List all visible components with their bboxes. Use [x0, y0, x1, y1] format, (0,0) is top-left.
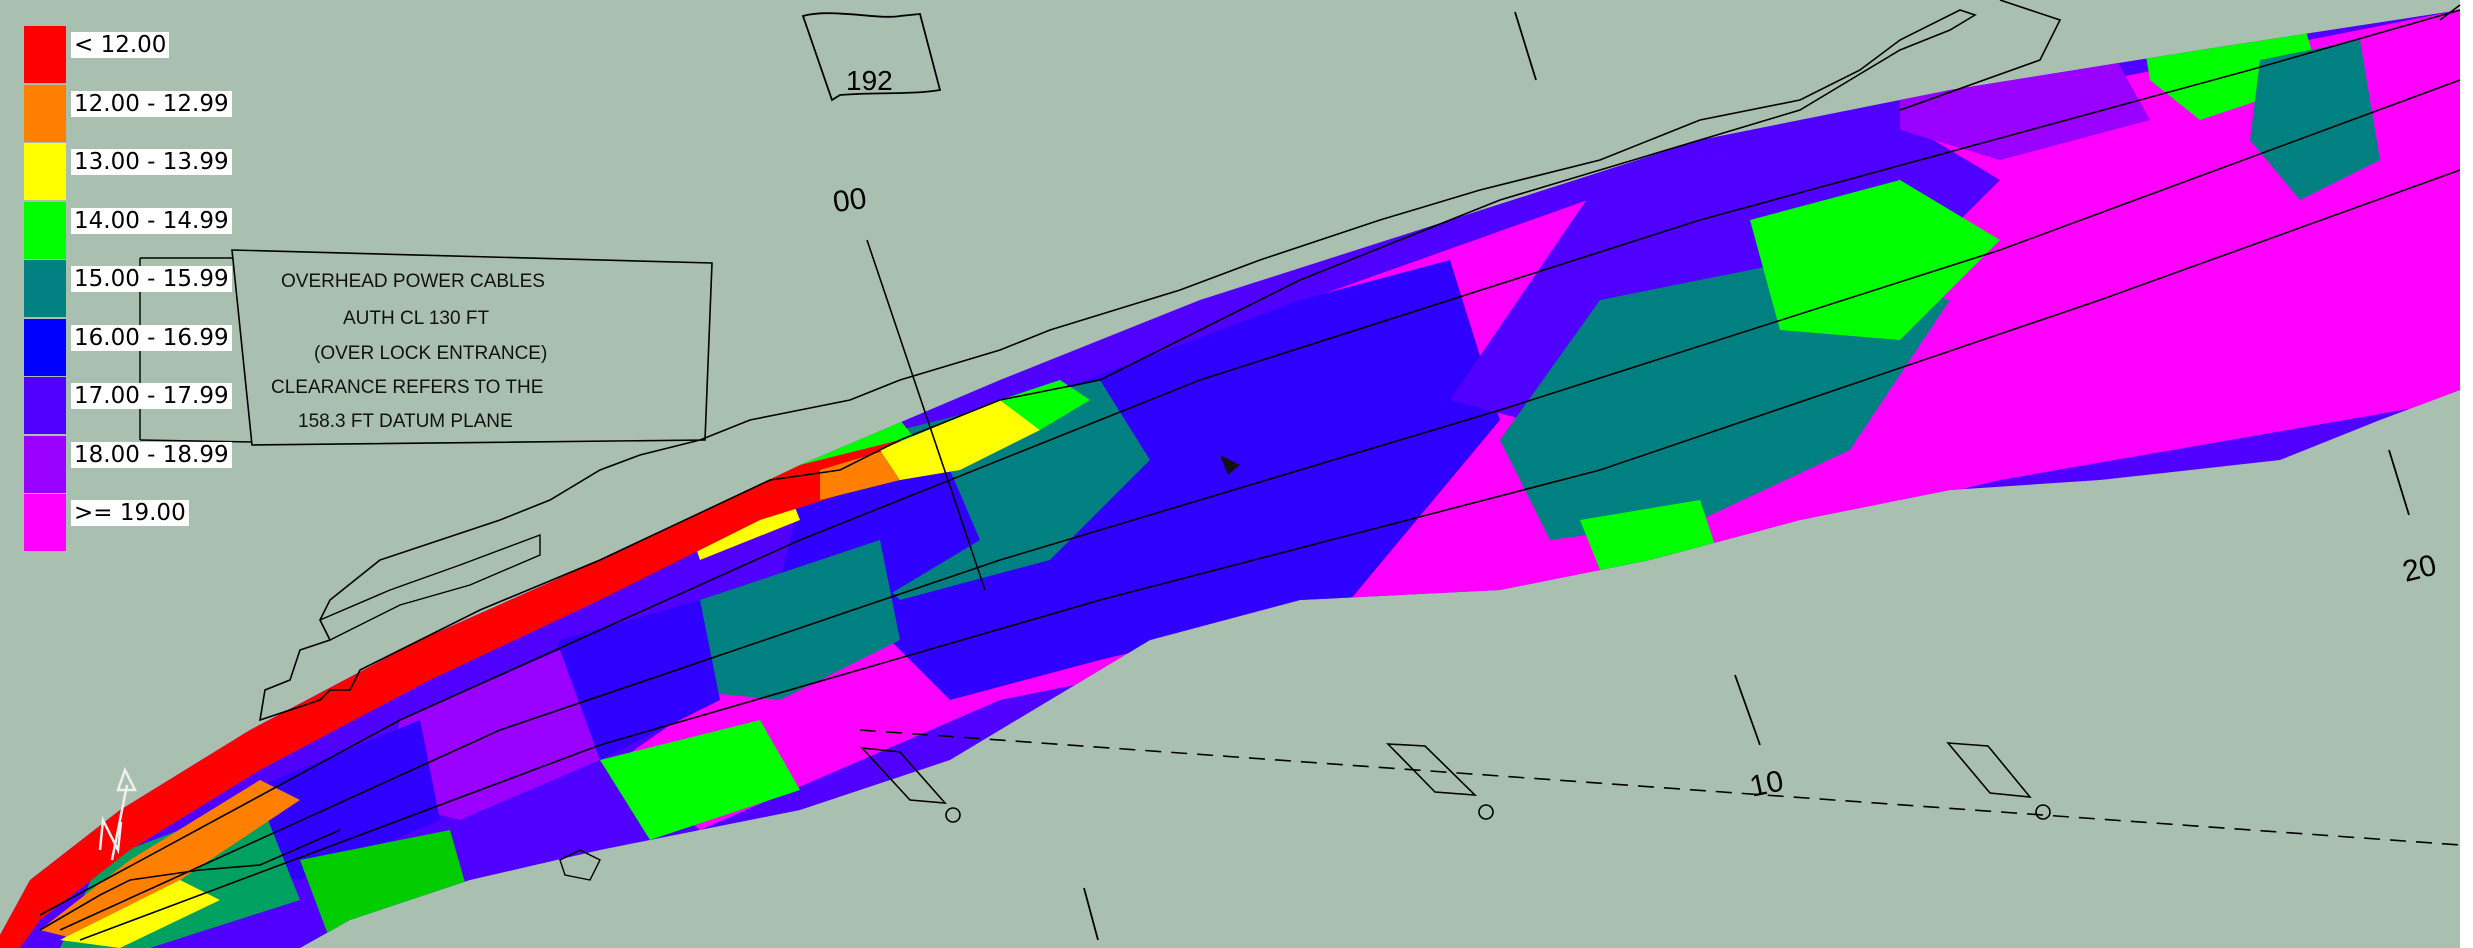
legend-item: >= 19.00 [24, 494, 192, 551]
annotation-line-2: AUTH CL 130 FT [343, 308, 489, 329]
annotation-line-3: (OVER LOCK ENTRANCE) [314, 343, 547, 364]
legend-swatch [24, 318, 66, 376]
legend-swatch [24, 84, 66, 142]
tick-mark-10 [1734, 674, 1761, 746]
legend-item: < 12.00 [24, 26, 192, 83]
legend-swatch [24, 26, 66, 83]
buoy-192-marker[interactable]: 192 [801, 12, 942, 102]
station-label-20: 20 [2399, 549, 2439, 589]
tick-mark-20 [2388, 449, 2410, 516]
annotation-box [231, 249, 713, 446]
range-line [859, 729, 2461, 846]
legend-label: 15.00 - 15.99 [71, 266, 232, 292]
north-arrow-icon [98, 766, 138, 861]
channel-line-north [39, 9, 2461, 916]
daymark-1[interactable] [859, 746, 947, 804]
legend-item: 17.00 - 17.99 [24, 377, 232, 434]
legend-label: 14.00 - 14.99 [71, 207, 232, 234]
daymark-3[interactable] [1946, 742, 2032, 798]
legend-swatch [24, 260, 66, 317]
legend-item: 18.00 - 18.99 [24, 435, 232, 493]
legend-item: 14.00 - 14.99 [24, 201, 232, 259]
legend-label: >= 19.00 [71, 500, 189, 526]
station-label-10: 10 [1747, 764, 1787, 803]
legend-swatch [24, 435, 66, 493]
legend-label: 13.00 - 13.99 [71, 149, 232, 175]
legend-label: 12.00 - 12.99 [71, 90, 232, 117]
tick-mark-south [1083, 887, 1099, 941]
legend-item: 12.00 - 12.99 [24, 84, 232, 142]
buoy-192-label: 192 [846, 65, 893, 96]
annotation-line-5: 158.3 FT DATUM PLANE [298, 411, 513, 432]
power-cable-annotation[interactable]: OVERHEAD POWER CABLES AUTH CL 130 FT (OV… [139, 249, 713, 446]
legend-swatch [24, 201, 66, 259]
depth-legend: < 12.00 12.00 - 12.99 13.00 - 13.99 14.0… [24, 26, 232, 553]
right-border [2460, 0, 2473, 948]
legend-label: < 12.00 [71, 32, 170, 58]
legend-label: 17.00 - 17.99 [71, 383, 232, 409]
legend-label: 16.00 - 16.99 [71, 324, 232, 351]
channel-line-bend [39, 829, 341, 931]
annotation-line-4: CLEARANCE REFERS TO THE [271, 377, 543, 398]
annotation-line-1: OVERHEAD POWER CABLES [281, 271, 545, 292]
legend-item: 13.00 - 13.99 [24, 143, 232, 200]
daymarks [859, 742, 2051, 823]
point-marker [1220, 455, 1240, 475]
legend-swatch [24, 377, 66, 434]
channel-lines [39, 9, 2461, 941]
legend-item: 16.00 - 16.99 [24, 318, 232, 376]
station-label-00: 00 [831, 182, 869, 219]
tick-mark-north [1514, 11, 1537, 81]
legend-swatch [24, 143, 66, 200]
legend-swatch [24, 494, 66, 551]
legend-label: 18.00 - 18.99 [71, 441, 232, 468]
shoreline-inlet [319, 533, 541, 641]
station-line-00 [866, 239, 986, 591]
daymark-2[interactable] [1385, 743, 1478, 796]
shoreline-east [1899, 0, 2062, 111]
shoreline-north [258, 9, 1977, 722]
channel-line-centre [59, 79, 2461, 931]
channel-line-south [79, 169, 2461, 941]
legend-item: 15.00 - 15.99 [24, 260, 232, 317]
